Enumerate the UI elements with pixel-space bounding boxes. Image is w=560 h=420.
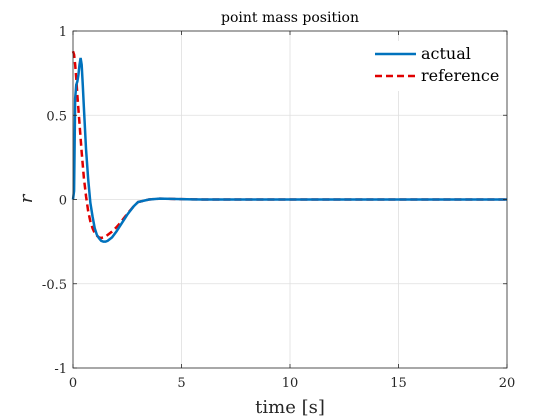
x-tick-label: 5 bbox=[177, 376, 185, 391]
ticks bbox=[72, 30, 508, 369]
x-tick-label: 10 bbox=[282, 376, 299, 391]
y-tick-labels: -1 -0.5 0 0.5 1 bbox=[42, 25, 67, 377]
x-tick-label: 15 bbox=[390, 376, 407, 391]
series-line-actual bbox=[71, 57, 507, 243]
legend-label-reference: reference bbox=[421, 66, 499, 85]
y-axis-label: r bbox=[16, 193, 37, 203]
y-tick-label: 0 bbox=[59, 194, 67, 209]
y-tick-label: -1 bbox=[54, 362, 67, 377]
legend: actual reference bbox=[366, 41, 500, 91]
y-tick-label: 1 bbox=[59, 25, 67, 40]
legend-label-actual: actual bbox=[421, 44, 471, 63]
series-layer bbox=[71, 50, 507, 243]
x-tick-label: 20 bbox=[499, 376, 516, 391]
y-tick-label: 0.5 bbox=[46, 109, 67, 124]
x-tick-label: 0 bbox=[69, 376, 77, 391]
x-tick-labels: 0 5 10 15 20 bbox=[69, 376, 515, 391]
y-tick-label: -0.5 bbox=[42, 278, 67, 293]
x-axis-label: time [s] bbox=[255, 397, 325, 418]
legend-box bbox=[366, 41, 500, 91]
chart-title: point mass position bbox=[221, 10, 359, 26]
